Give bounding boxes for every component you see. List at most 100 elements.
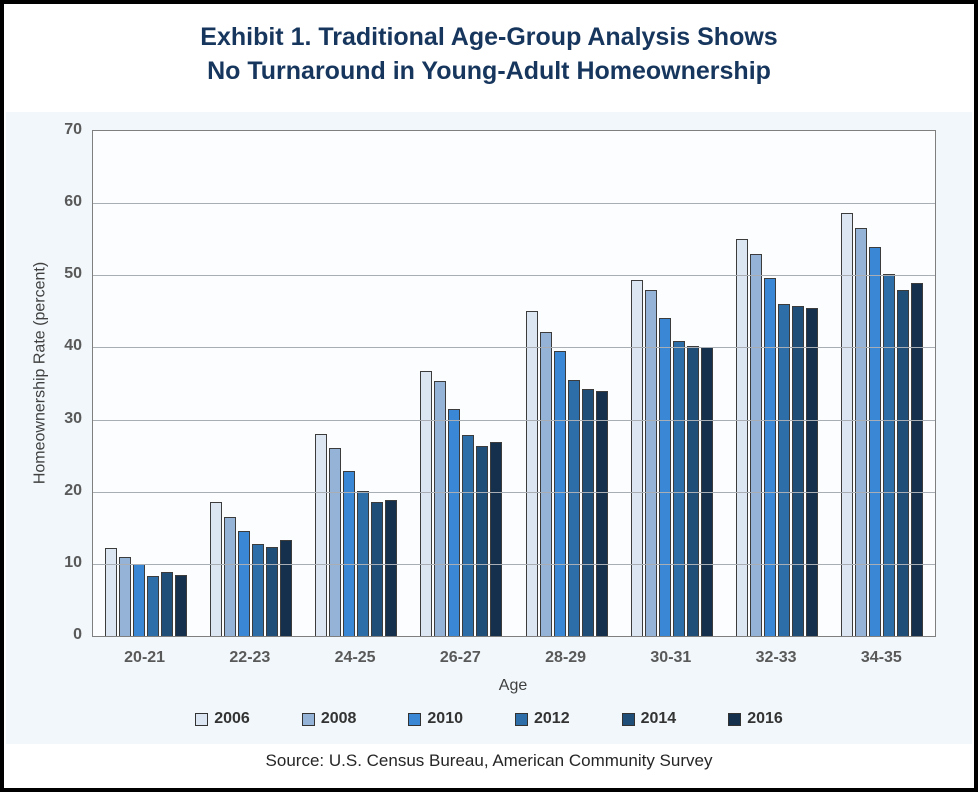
chart-title-line-1: Exhibit 1. Traditional Age-Group Analysi… [200, 23, 778, 51]
legend-item-2012: 2012 [515, 710, 570, 728]
x-tick-label-28-29: 28-29 [545, 649, 587, 666]
x-axis-ticks: 20-21 22-23 24-25 26-27 28-29 30-31 32-33 34-35 [92, 649, 934, 667]
bar-group-22-23 [198, 131, 303, 636]
bar-2014-20-21 [160, 571, 173, 636]
bar-group-24-25 [304, 131, 409, 636]
bar-2010-30-31 [658, 317, 671, 636]
bar-group-34-35 [830, 131, 935, 636]
bar-2008-22-23 [223, 516, 236, 636]
bar-2006-32-33 [736, 238, 749, 636]
bar-2010-34-35 [869, 247, 882, 636]
chart-area: 0 10 20 30 40 50 60 70 Homeownership Rate (perc… [6, 112, 972, 744]
bar-2016-22-23 [279, 540, 292, 636]
bar-group-28-29 [514, 131, 619, 636]
x-tick-label-30-31: 30-31 [650, 649, 692, 666]
legend-swatch-2012 [515, 712, 528, 726]
bar-2014-28-29 [581, 389, 594, 636]
bar-2006-22-23 [209, 501, 222, 636]
bar-2006-34-35 [841, 213, 854, 636]
legend-item-2006: 2006 [195, 710, 250, 728]
bar-2012-24-25 [357, 491, 370, 636]
bar-2014-24-25 [371, 501, 384, 636]
x-axis-title: Age [498, 677, 528, 694]
bar-2016-26-27 [490, 441, 503, 636]
bar-2008-34-35 [855, 228, 868, 636]
bar-2012-30-31 [672, 340, 685, 636]
chart-title: Exhibit 1. Traditional Age-Group Analysi… [4, 4, 974, 88]
legend-item-2010: 2010 [408, 710, 463, 728]
bar-2014-26-27 [476, 445, 489, 636]
bar-2010-22-23 [237, 530, 250, 636]
legend-swatch-2014 [621, 712, 635, 726]
bar-2012-32-33 [778, 304, 791, 636]
legend-swatch-2006 [195, 712, 209, 726]
bar-2008-28-29 [539, 331, 552, 636]
bar-2012-28-29 [567, 379, 580, 636]
x-tick-label-26-27: 26-27 [439, 649, 481, 666]
x-tick-label-32-33: 32-33 [755, 649, 797, 666]
gridline-50 [93, 275, 935, 277]
bar-2006-26-27 [420, 370, 433, 636]
bar-2010-28-29 [553, 351, 566, 636]
x-tick-label-34-35: 34-35 [860, 649, 902, 666]
bar-2016-24-25 [385, 500, 398, 636]
bar-2010-20-21 [132, 563, 145, 636]
bar-2008-32-33 [750, 253, 763, 636]
bar-2006-24-25 [315, 434, 328, 636]
bar-2012-34-35 [883, 273, 896, 636]
gridline-10 [93, 563, 935, 565]
legend-item-2008: 2008 [301, 710, 356, 728]
legend-swatch-2016 [728, 712, 742, 726]
source-note: Source: U.S. Census Bureau, American Com… [265, 751, 713, 770]
bar-group-30-31 [619, 131, 724, 636]
bar-2010-26-27 [448, 408, 461, 636]
legend-label-2014: 2014 [640, 710, 677, 727]
bar-2016-34-35 [911, 283, 924, 636]
bar-2014-32-33 [792, 306, 805, 636]
bar-2012-26-27 [462, 434, 475, 636]
bar-2008-24-25 [329, 448, 342, 636]
y-tick-label-20: 20 [64, 481, 82, 499]
x-tick-label-22-23: 22-23 [229, 649, 271, 666]
bar-2016-28-29 [595, 391, 608, 636]
bar-group-26-27 [409, 131, 514, 636]
legend-swatch-2010 [408, 712, 422, 726]
gridline-40 [93, 347, 935, 349]
gridline-60 [93, 203, 935, 205]
bar-2008-26-27 [434, 380, 447, 636]
bar-2016-20-21 [174, 574, 187, 636]
bar-2010-24-25 [343, 470, 356, 636]
bar-groups [93, 131, 935, 636]
y-axis-title: Homeownership Rate (percent) [31, 261, 49, 485]
y-tick-label-60: 60 [64, 193, 82, 211]
bar-group-32-33 [725, 131, 830, 636]
legend-label-2012: 2012 [534, 710, 570, 727]
bar-2016-32-33 [806, 308, 819, 636]
bar-2014-34-35 [897, 289, 910, 636]
bar-2014-22-23 [265, 547, 278, 636]
bar-2012-20-21 [146, 576, 159, 636]
x-tick-label-20-21: 20-21 [124, 649, 166, 666]
y-tick-label-40: 40 [64, 337, 82, 355]
y-tick-label-50: 50 [64, 265, 82, 283]
y-tick-label-10: 10 [64, 553, 82, 571]
bar-2010-32-33 [764, 278, 777, 636]
plot-area [92, 130, 936, 637]
bar-2008-30-31 [644, 289, 657, 636]
y-tick-label-0: 0 [73, 626, 82, 643]
bar-2006-28-29 [525, 311, 538, 636]
y-tick-label-70: 70 [64, 121, 82, 138]
legend: 2006 2008 2010 2012 2014 2016 [6, 710, 972, 728]
legend-swatch-2008 [301, 712, 315, 726]
bar-2006-30-31 [630, 279, 643, 636]
legend-label-2016: 2016 [747, 710, 783, 727]
gridline-20 [93, 491, 935, 493]
y-tick-label-30: 30 [64, 409, 82, 427]
bar-2012-22-23 [251, 544, 264, 636]
x-tick-label-24-25: 24-25 [334, 649, 376, 666]
bar-group-20-21 [93, 131, 198, 636]
gridline-30 [93, 419, 935, 421]
bar-2014-30-31 [686, 346, 699, 636]
bar-2016-30-31 [700, 346, 713, 636]
